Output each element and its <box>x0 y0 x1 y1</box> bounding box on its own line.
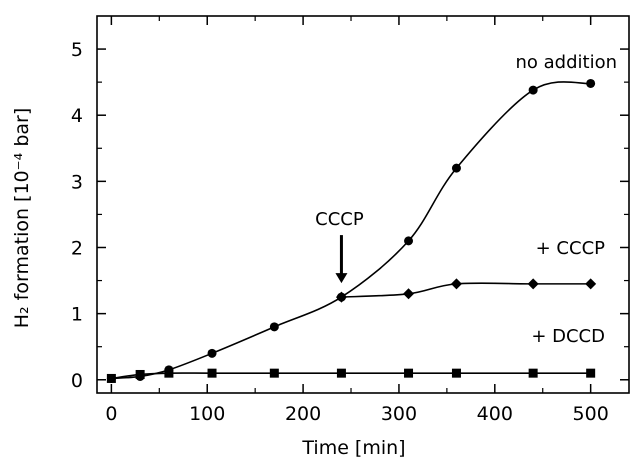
y-tick-label: 1 <box>71 304 83 326</box>
series-cccp <box>335 278 597 303</box>
x-tick-label: 400 <box>477 403 513 425</box>
x-tick-label: 500 <box>573 403 609 425</box>
data-point-no-addition <box>451 163 461 173</box>
data-point-dccd <box>269 368 279 378</box>
data-point-cccp <box>335 291 347 303</box>
series-label-no-addition: no addition <box>515 52 617 73</box>
plot-frame <box>96 15 630 394</box>
x-axis-label: Time [min] <box>301 437 405 459</box>
data-point-dccd <box>586 368 596 378</box>
data-point-cccp <box>403 288 415 300</box>
data-point-dccd <box>106 373 116 383</box>
data-point-dccd <box>451 368 461 378</box>
data-point-no-addition <box>207 348 217 358</box>
axes: 0 100 200 300 400 500 0 1 2 3 4 5 <box>71 16 629 425</box>
y-tick-label: 4 <box>71 105 83 127</box>
x-tick-label: 300 <box>381 403 417 425</box>
data-point-dccd <box>528 368 538 378</box>
data-point-cccp <box>527 278 539 290</box>
annotation-arrow-head <box>335 273 348 284</box>
x-tick-label: 100 <box>189 403 225 425</box>
data-point-dccd <box>164 368 174 378</box>
series-line-no-addition <box>111 81 591 380</box>
series-line-dccd <box>111 372 591 380</box>
data-point-dccd <box>336 368 346 378</box>
series-no-addition <box>106 78 596 383</box>
y-tick-label: 5 <box>71 39 83 61</box>
series-label-cccp: + CCCP <box>536 238 606 259</box>
y-tick-label: 2 <box>71 237 83 259</box>
y-tick-label: 0 <box>71 370 83 392</box>
series-dccd <box>106 368 596 383</box>
data-point-no-addition <box>269 322 279 332</box>
data-point-dccd <box>404 368 414 378</box>
data-point-cccp <box>450 278 462 290</box>
series-label-dccd: + DCCD <box>531 326 605 347</box>
data-point-cccp <box>585 278 597 290</box>
data-point-no-addition <box>528 85 538 95</box>
data-point-no-addition <box>586 78 596 88</box>
annotation-label: CCCP <box>315 209 364 230</box>
y-axis-label: H₂ formation [10⁻⁴ bar] <box>11 108 33 329</box>
x-tick-label: 0 <box>105 403 117 425</box>
series-line-cccp <box>341 282 591 298</box>
series-group <box>106 78 597 383</box>
data-point-dccd <box>207 368 217 378</box>
data-point-dccd <box>135 369 145 379</box>
x-tick-label: 200 <box>285 403 321 425</box>
y-tick-label: 3 <box>71 171 83 193</box>
data-point-no-addition <box>404 236 414 246</box>
annotations: no addition + CCCP + DCCD CCCP <box>315 52 617 347</box>
plot-area <box>96 15 630 394</box>
